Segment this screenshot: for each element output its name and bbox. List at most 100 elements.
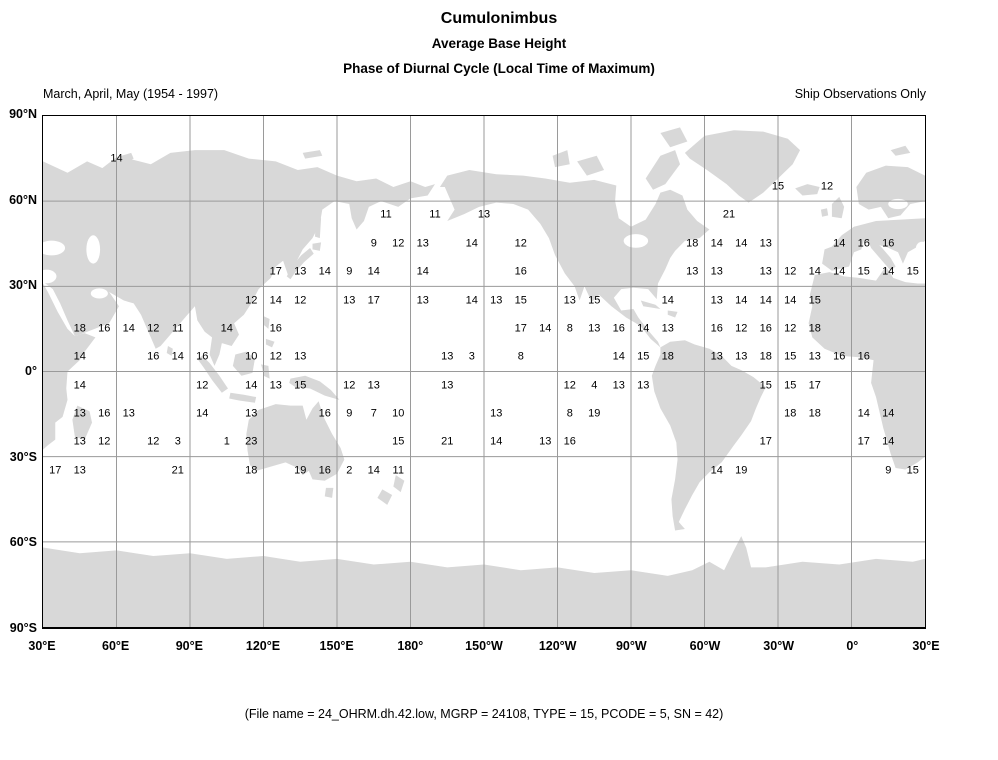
map-value: 14: [833, 237, 846, 250]
lon-axis-label: 30°E: [912, 639, 940, 653]
map-value: 14: [73, 379, 86, 392]
map-value: 12: [514, 237, 527, 250]
map-value: 13: [294, 350, 307, 363]
map-value: 17: [367, 294, 380, 307]
lat-axis-label: 90°S: [9, 621, 37, 635]
map-value: 14: [171, 350, 184, 363]
map-value: 16: [833, 350, 846, 363]
map-value: 12: [784, 322, 797, 335]
map-value: 14: [318, 265, 331, 278]
map-value: 15: [906, 464, 919, 477]
map-value: 16: [514, 265, 527, 278]
map-value: 14: [784, 294, 797, 307]
map-value: 14: [735, 237, 748, 250]
map-value: 11: [380, 208, 392, 221]
map-value: 16: [318, 407, 331, 420]
value-layer: 14 15 12 11 11 13 21 9 12 13 14 12 18 14 14 13 14 16 16 17 1…: [43, 116, 925, 627]
map-value: 14: [465, 294, 478, 307]
map-value: 13: [477, 208, 491, 221]
map-value: 12: [196, 379, 209, 392]
lon-axis-label: 90°E: [175, 639, 203, 653]
map-value: 21: [441, 435, 454, 448]
map-value: 13: [637, 379, 650, 392]
map-value: 12: [269, 350, 282, 363]
map-value: 11: [172, 322, 184, 335]
map-value: 14: [833, 265, 846, 278]
map-value: 16: [98, 407, 111, 420]
map-value: 12: [784, 265, 797, 278]
map-value: 16: [857, 350, 870, 363]
lon-axis-label: 90°W: [615, 639, 647, 653]
map-value: 15: [784, 350, 797, 363]
world-basemap: [43, 116, 925, 627]
map-value: 12: [735, 322, 748, 335]
map-value: 8: [566, 407, 573, 420]
map-value: 1: [223, 435, 230, 448]
lon-axis-label: 150°E: [319, 639, 354, 653]
map-value: 14: [196, 407, 209, 420]
map-value: 15: [759, 379, 772, 392]
map-value: 12: [343, 379, 356, 392]
map-value: 13: [710, 350, 723, 363]
map-value: 18: [759, 350, 772, 363]
map-value: 13: [490, 407, 503, 420]
map-value: 13: [661, 322, 674, 335]
map-value: 13: [539, 435, 552, 448]
map-value: 12: [147, 322, 160, 335]
map-value: 13: [367, 379, 380, 392]
map-value: 14: [637, 322, 650, 335]
map-value: 13: [441, 379, 454, 392]
map-value: 9: [346, 265, 353, 278]
lat-axis-label: 60°S: [9, 535, 37, 550]
map-value: 12: [820, 180, 834, 193]
map-value: 17: [49, 464, 62, 477]
map-value: 16: [147, 350, 160, 363]
map-value: 13: [73, 464, 86, 477]
map-value: 13: [245, 407, 258, 420]
map-value: 14: [710, 464, 723, 477]
map-value: 9: [370, 237, 377, 250]
map-value: 12: [392, 237, 405, 250]
map-value: 14: [269, 294, 282, 307]
map-value: 13: [416, 294, 429, 307]
map-value: 14: [882, 435, 895, 448]
map-value: 14: [110, 152, 123, 165]
lon-axis-label: 60°E: [102, 639, 130, 653]
map-value: 13: [441, 350, 454, 363]
lon-axis-label: 60°W: [689, 639, 721, 653]
map-value: 17: [808, 379, 821, 392]
map-value: 18: [245, 464, 258, 477]
map-value: 19: [735, 464, 748, 477]
map-value: 12: [563, 379, 576, 392]
map-value: 15: [808, 294, 821, 307]
map-value: 2: [346, 464, 353, 477]
map-value: 14: [367, 265, 380, 278]
map-value: 15: [392, 435, 405, 448]
lat-axis-label: 30°N: [9, 278, 37, 293]
map-value: 13: [686, 265, 699, 278]
lat-axis-label: 60°N: [9, 192, 37, 207]
map-value: 21: [722, 208, 736, 221]
map-value: 10: [392, 407, 405, 420]
map-value: 18: [808, 407, 821, 420]
map-value: 4: [591, 379, 598, 392]
map-value: 14: [220, 322, 233, 335]
map-value: 13: [73, 435, 86, 448]
map-value: 15: [857, 265, 870, 278]
lon-axis-label: 0°: [846, 639, 859, 653]
map-value: 18: [808, 322, 821, 335]
map-value: 18: [661, 350, 674, 363]
map-value: 15: [784, 379, 797, 392]
map-value: 19: [294, 464, 307, 477]
map-value: 14: [882, 407, 895, 420]
map-value: 16: [98, 322, 111, 335]
map-value: 14: [490, 435, 503, 448]
map-value: 13: [73, 407, 86, 420]
map-value: 16: [612, 322, 625, 335]
map-value: 13: [416, 237, 429, 250]
world-map: 14 15 12 11 11 13 21 9 12 13 14 12 18 14 14 13 14 16 16 17 1…: [42, 115, 926, 629]
source-label: Ship Observations Only: [794, 87, 926, 101]
map-value: 14: [367, 464, 380, 477]
map-value: 15: [637, 350, 650, 363]
